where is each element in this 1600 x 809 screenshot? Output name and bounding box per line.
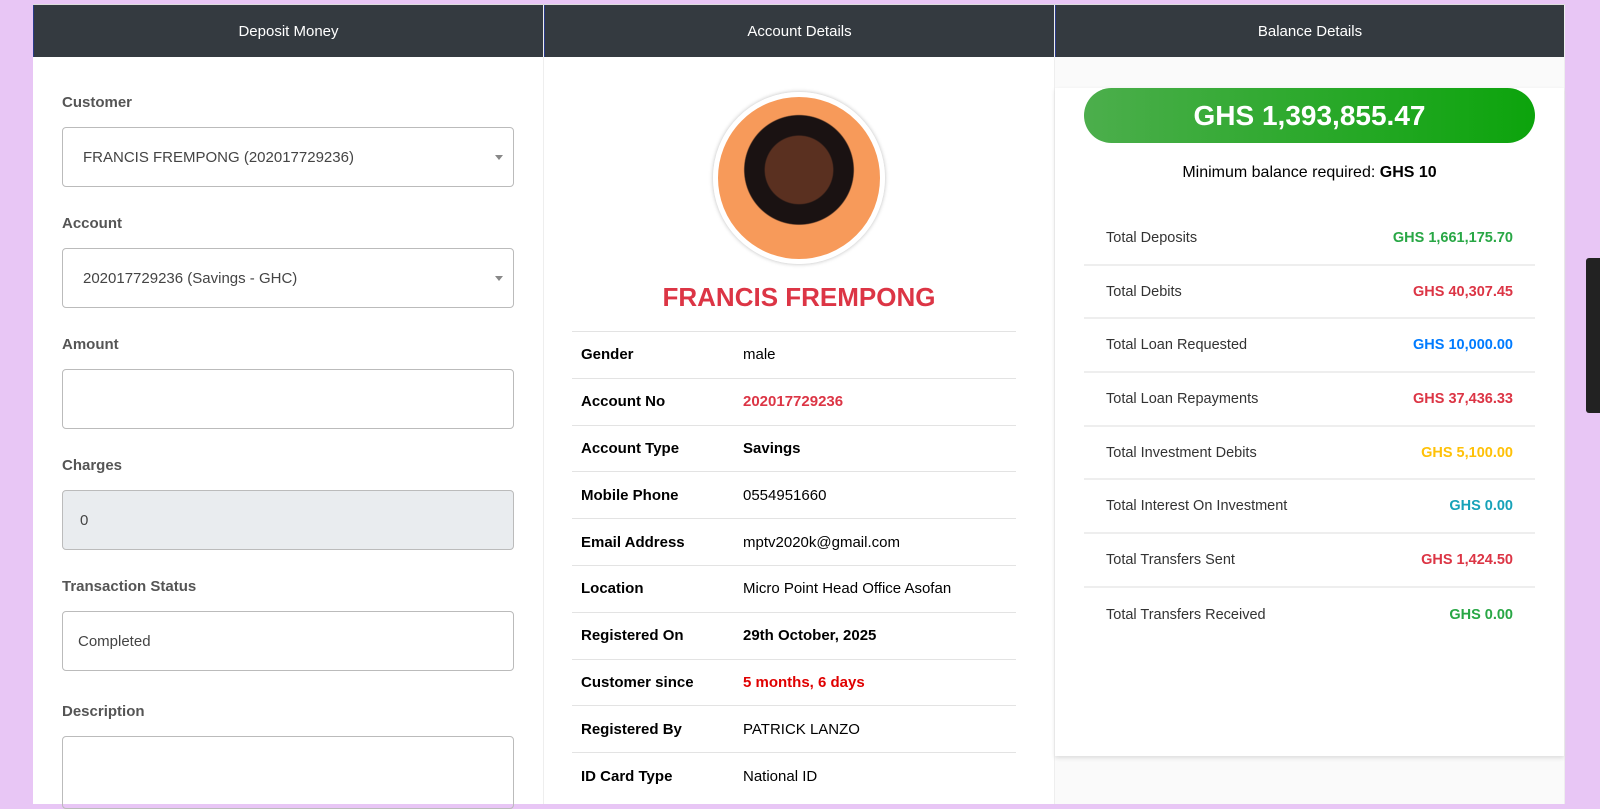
table-row: Account No 202017729236: [572, 377, 1016, 426]
charges-input: 0: [62, 490, 514, 550]
table-row: Location Micro Point Head Office Asofan: [572, 564, 1016, 613]
detail-value: mptv2020k@gmail.com: [734, 518, 1016, 566]
customer-select[interactable]: FRANCIS FREMPONG (202017729236): [62, 127, 514, 187]
detail-key: ID Card Type: [572, 752, 734, 800]
minimum-balance: Minimum balance required: GHS 10: [1055, 164, 1564, 182]
list-item: Total Loan Repayments GHS 37,436.33: [1084, 373, 1535, 427]
floating-toolbar[interactable]: [1586, 258, 1600, 413]
account-value: 202017729236 (Savings - GHC): [83, 269, 298, 287]
detail-key: Customer since: [572, 658, 734, 706]
summary-label: Total Interest On Investment: [1106, 498, 1288, 515]
detail-key: Registered By: [572, 705, 734, 753]
customer-name: FRANCIS FREMPONG: [662, 282, 936, 312]
detail-value: National ID: [734, 752, 1016, 800]
amount-input[interactable]: [62, 369, 514, 429]
balance-summary: Total Deposits GHS 1,661,175.70 Total Debi…: [1084, 212, 1535, 642]
table-row: Registered By PATRICK LANZO: [572, 705, 1016, 753]
detail-key: Mobile Phone: [572, 471, 734, 519]
list-item: Total Investment Debits GHS 5,100.00: [1084, 427, 1535, 481]
summary-value: GHS 40,307.45: [1413, 283, 1513, 300]
deposit-header: Deposit Money: [33, 5, 543, 57]
detail-value: 5 months, 6 days: [734, 658, 1016, 706]
summary-value: GHS 10,000.00: [1413, 337, 1513, 354]
status-label: Transaction Status: [62, 578, 197, 595]
account-header: Account Details: [544, 5, 1054, 57]
summary-label: Total Deposits: [1106, 229, 1198, 246]
detail-value: male: [734, 331, 1016, 379]
min-label: Minimum balance required:: [1182, 164, 1376, 181]
summary-value: GHS 1,661,175.70: [1392, 229, 1513, 246]
description-label: Description: [62, 703, 145, 720]
summary-label: Total Transfers Sent: [1106, 551, 1235, 568]
list-item: Total Loan Requested GHS 10,000.00: [1084, 319, 1535, 374]
detail-value: 202017729236: [734, 377, 1016, 426]
balance-panel: Balance Details GHS 1,393,855.47 Minimum…: [1055, 5, 1565, 804]
summary-value: GHS 0.00: [1449, 606, 1513, 623]
account-details-table: Gender male Account No 202017729236 Account …: [572, 331, 1016, 800]
detail-key: Location: [572, 564, 734, 613]
detail-key: Email Address: [572, 518, 734, 566]
detail-value: Savings: [734, 424, 1016, 472]
account-select[interactable]: 202017729236 (Savings - GHC): [62, 248, 514, 308]
customer-value: FRANCIS FREMPONG (202017729236): [83, 148, 354, 166]
summary-label: Total Loan Requested: [1106, 337, 1248, 354]
table-row: Gender male: [572, 331, 1016, 379]
status-input[interactable]: Completed: [62, 611, 514, 671]
table-row: Customer since 5 months, 6 days: [572, 658, 1016, 706]
account-label: Account: [62, 215, 122, 232]
list-item: Total Debits GHS 40,307.45: [1084, 266, 1535, 320]
detail-value: 0554951660: [734, 471, 1016, 519]
summary-label: Total Investment Debits: [1106, 444, 1257, 461]
amount-label: Amount: [62, 336, 119, 353]
list-item: Total Interest On Investment GHS 0.00: [1084, 480, 1535, 535]
summary-value: GHS 0.00: [1449, 498, 1513, 515]
charges-label: Charges: [62, 457, 123, 474]
account-panel: Account Details FRANCIS FREMPONG Gender m…: [544, 5, 1055, 804]
main-panels: Deposit Money Customer FRANCIS FREMPONG …: [33, 4, 1565, 809]
summary-value: GHS 1,424.50: [1421, 551, 1513, 568]
summary-label: Total Transfers Received: [1106, 606, 1266, 623]
description-textarea[interactable]: [62, 736, 514, 809]
customer-label: Customer: [62, 94, 133, 111]
summary-value: GHS 5,100.00: [1421, 444, 1513, 461]
avatar: [713, 92, 885, 264]
detail-key: Account Type: [572, 424, 734, 472]
list-item: Total Transfers Received GHS 0.00: [1084, 588, 1535, 642]
balance-header: Balance Details: [1055, 5, 1564, 57]
chevron-down-icon: [495, 276, 503, 285]
list-item: Total Deposits GHS 1,661,175.70: [1084, 212, 1535, 266]
list-item: Total Transfers Sent GHS 1,424.50: [1084, 534, 1535, 588]
detail-value: 29th October, 2025: [734, 611, 1016, 660]
chevron-down-icon: [495, 155, 503, 164]
detail-key: Gender: [572, 331, 734, 379]
detail-key: Registered On: [572, 611, 734, 660]
deposit-panel: Deposit Money Customer FRANCIS FREMPONG …: [33, 5, 544, 809]
min-value: GHS 10: [1379, 164, 1437, 181]
summary-label: Total Debits: [1106, 283, 1182, 300]
detail-value: PATRICK LANZO: [734, 705, 1016, 753]
table-row: Account Type Savings: [572, 424, 1016, 472]
table-row: Mobile Phone 0554951660: [572, 471, 1016, 519]
detail-key: Account No: [572, 377, 734, 426]
table-row: ID Card Type National ID: [572, 752, 1016, 800]
table-row: Email Address mptv2020k@gmail.com: [572, 518, 1016, 566]
detail-value: Micro Point Head Office Asofan: [734, 564, 1016, 613]
summary-value: GHS 37,436.33: [1413, 390, 1513, 407]
summary-label: Total Loan Repayments: [1106, 390, 1259, 407]
table-row: Registered On 29th October, 2025: [572, 611, 1016, 660]
balance-badge: GHS 1,393,855.47: [1084, 88, 1535, 143]
